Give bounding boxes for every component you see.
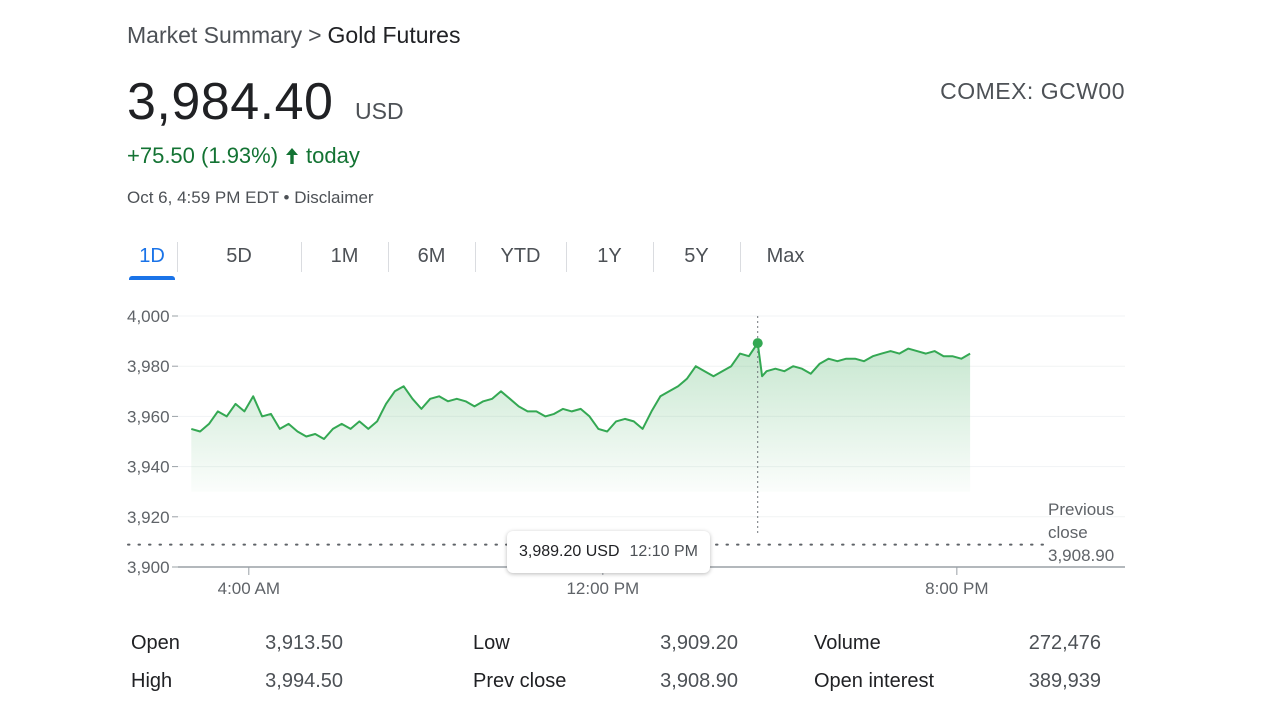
tab-max[interactable]: Max	[740, 236, 831, 276]
stat-label-open-interest: Open interest	[814, 670, 935, 692]
price-area-fill	[191, 343, 971, 492]
x-tick-label: 4:00 AM	[218, 579, 280, 598]
current-price: 3,984.40	[127, 73, 334, 131]
tooltip-time: 12:10 PM	[629, 543, 698, 560]
range-tabs: 1D 5D 1M 6M YTD 1Y 5Y Max	[127, 236, 831, 280]
price-change-value: +75.50 (1.93%)	[127, 143, 279, 168]
breadcrumb: Market Summary > Gold Futures	[127, 22, 460, 49]
tab-label: 1M	[330, 244, 359, 267]
tab-label: 5Y	[684, 244, 709, 267]
stat-value-volume: 272,476	[1028, 632, 1101, 654]
breadcrumb-parent-link[interactable]: Market Summary	[127, 22, 303, 48]
stats-row: High 3,994.50 Prev close 3,908.90 Open i…	[131, 670, 1101, 698]
breadcrumb-separator: >	[308, 22, 322, 48]
stat-label-volume: Volume	[814, 632, 881, 654]
x-tick-label: 8:00 PM	[925, 579, 988, 598]
stat-value-open-interest: 389,939	[1028, 670, 1101, 692]
tab-6m[interactable]: 6M	[388, 236, 475, 276]
disclaimer-link[interactable]: Disclaimer	[294, 188, 374, 207]
stat-label-open: Open	[131, 632, 180, 654]
price-change: +75.50 (1.93%) today	[127, 143, 360, 169]
y-tick-label: 3,960	[127, 407, 170, 426]
previous-close-label: Previous	[1048, 500, 1114, 519]
stat-value-low: 3,909.20	[660, 632, 738, 654]
y-tick-label: 3,900	[127, 558, 170, 577]
price-line	[191, 342, 971, 440]
chart-tooltip: 3,989.20 USD 12:10 PM	[507, 531, 710, 573]
stat-label-high: High	[131, 670, 173, 692]
x-tick-label: 12:00 PM	[566, 579, 639, 598]
quote-timestamp: Oct 6, 4:59 PM EDT	[127, 188, 279, 207]
tooltip-value: 3,989.20 USD	[519, 543, 620, 560]
currency-label: USD	[355, 98, 404, 124]
previous-close-value: 3,908.90	[1048, 546, 1114, 565]
price-change-period: today	[306, 143, 360, 168]
stat-value-open: 3,913.50	[265, 632, 343, 654]
previous-close-label: close	[1048, 523, 1088, 542]
tab-label: 1D	[139, 244, 165, 267]
hover-point	[752, 338, 763, 349]
tab-1d[interactable]: 1D	[127, 236, 177, 280]
y-tick-label: 3,940	[127, 458, 170, 477]
tab-1m[interactable]: 1M	[301, 236, 388, 276]
stats-row: Open 3,913.50 Low 3,909.20 Volume 272,47…	[131, 632, 1101, 660]
stat-value-high: 3,994.50	[265, 670, 343, 692]
arrow-up-icon	[284, 146, 300, 166]
stat-label-low: Low	[473, 632, 510, 654]
stat-label-prev-close: Prev close	[473, 670, 567, 692]
tab-5y[interactable]: 5Y	[653, 236, 740, 276]
tab-label: 1Y	[597, 244, 622, 267]
breadcrumb-current: Gold Futures	[327, 22, 461, 48]
stat-value-prev-close: 3,908.90	[660, 670, 738, 692]
tab-label: 5D	[226, 244, 252, 267]
quote-timestamp-line: Oct 6, 4:59 PM EDT • Disclaimer	[127, 188, 374, 208]
y-tick-label: 3,980	[127, 357, 170, 376]
tab-label: Max	[766, 244, 805, 267]
y-tick-label: 4,000	[127, 307, 170, 326]
tab-1y[interactable]: 1Y	[566, 236, 653, 276]
tab-ytd[interactable]: YTD	[475, 236, 566, 276]
separator-dot: •	[283, 188, 290, 207]
price-chart[interactable]: 3,900 3,920 3,940 3,960 3,980 4,000 4:00 AM 12:…	[0, 0, 1280, 620]
tab-label: 6M	[417, 244, 446, 267]
exchange-symbol: COMEX: GCW00	[940, 78, 1125, 104]
tab-label: YTD	[500, 244, 541, 267]
tab-5d[interactable]: 5D	[177, 236, 301, 276]
y-tick-label: 3,920	[127, 508, 170, 527]
